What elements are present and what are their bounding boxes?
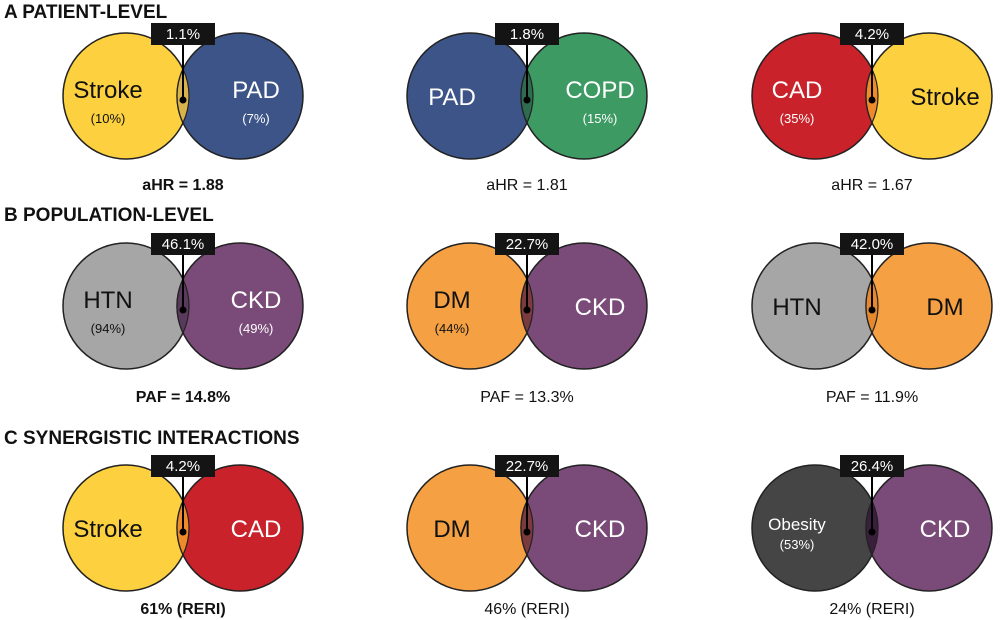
overlap-percent: 46.1% (162, 236, 205, 253)
venn-label-right-name: PAD (232, 77, 280, 104)
overlap-percent: 42.0% (851, 236, 894, 253)
overlap-percent: 4.2% (166, 458, 200, 475)
venn-label-right-name: CKD (575, 516, 626, 543)
overlap-pointer-dot (523, 306, 531, 314)
venn-label-left-name: Stroke (73, 516, 142, 543)
overlap-label-box (495, 233, 559, 255)
venn-label-right-name: CKD (575, 294, 626, 321)
overlap-pointer-dot (523, 96, 531, 104)
venn-label-right-percent: (7%) (242, 111, 269, 126)
venn-caption: PAF = 13.3% (480, 389, 574, 406)
venn-label-left-name: HTN (83, 287, 132, 314)
venn-label-left-percent: (44%) (435, 321, 470, 336)
section-title-patient-level: A PATIENT-LEVEL (4, 2, 168, 23)
venn-label-left-name: HTN (772, 294, 821, 321)
venn-label-left-percent: (10%) (91, 111, 126, 126)
overlap-pointer-dot (179, 528, 187, 536)
venn-label-right-name: Stroke (910, 84, 979, 111)
venn-caption: aHR = 1.67 (831, 177, 912, 194)
section-title-population-level: B POPULATION-LEVEL (4, 205, 214, 226)
venn-label-right-name: CKD (920, 516, 971, 543)
overlap-label-box (151, 455, 215, 477)
venn-label-right-name: COPD (565, 77, 634, 104)
venn-label-left-name: DM (433, 287, 470, 314)
venn-caption: 61% (RERI) (140, 601, 225, 618)
venn-label-right-name: CKD (231, 287, 282, 314)
overlap-percent: 26.4% (851, 458, 894, 475)
venn-label-left-name: PAD (428, 84, 476, 111)
overlap-label-box (840, 23, 904, 45)
overlap-percent: 22.7% (506, 458, 549, 475)
venn-label-left-name: CAD (772, 77, 823, 104)
venn-caption: PAF = 11.9% (826, 389, 918, 406)
overlap-pointer-dot (868, 528, 876, 536)
overlap-pointer-dot (179, 306, 187, 314)
overlap-label-box (840, 455, 904, 477)
venn-label-right-percent: (49%) (239, 321, 274, 336)
venn-label-left-percent: (53%) (780, 537, 815, 552)
overlap-percent: 1.1% (166, 26, 200, 43)
overlap-label-box (151, 233, 215, 255)
overlap-pointer-dot (179, 96, 187, 104)
venn-label-right-name: DM (926, 294, 963, 321)
venn-caption: 46% (RERI) (484, 601, 569, 618)
overlap-label-box (151, 23, 215, 45)
venn-caption: 24% (RERI) (829, 601, 914, 618)
venn-caption: aHR = 1.88 (142, 177, 223, 194)
overlap-percent: 22.7% (506, 236, 549, 253)
overlap-pointer-dot (868, 96, 876, 104)
overlap-percent: 4.2% (855, 26, 889, 43)
venn-caption: aHR = 1.81 (486, 177, 567, 194)
overlap-label-box (840, 233, 904, 255)
overlap-label-box (495, 23, 559, 45)
venn-label-left-name: Stroke (73, 77, 142, 104)
venn-label-right-name: CAD (231, 516, 282, 543)
overlap-pointer-dot (868, 306, 876, 314)
overlap-pointer-dot (523, 528, 531, 536)
venn-label-left-name: DM (433, 516, 470, 543)
overlap-percent: 1.8% (510, 26, 544, 43)
section-title-synergistic-interactions: C SYNERGISTIC INTERACTIONS (4, 428, 300, 449)
venn-label-left-percent: (94%) (91, 321, 126, 336)
venn-label-left-percent: (35%) (780, 111, 815, 126)
venn-caption: PAF = 14.8% (136, 389, 230, 406)
venn-label-left-name: Obesity (768, 515, 826, 534)
overlap-label-box (495, 455, 559, 477)
venn-label-right-percent: (15%) (583, 111, 618, 126)
